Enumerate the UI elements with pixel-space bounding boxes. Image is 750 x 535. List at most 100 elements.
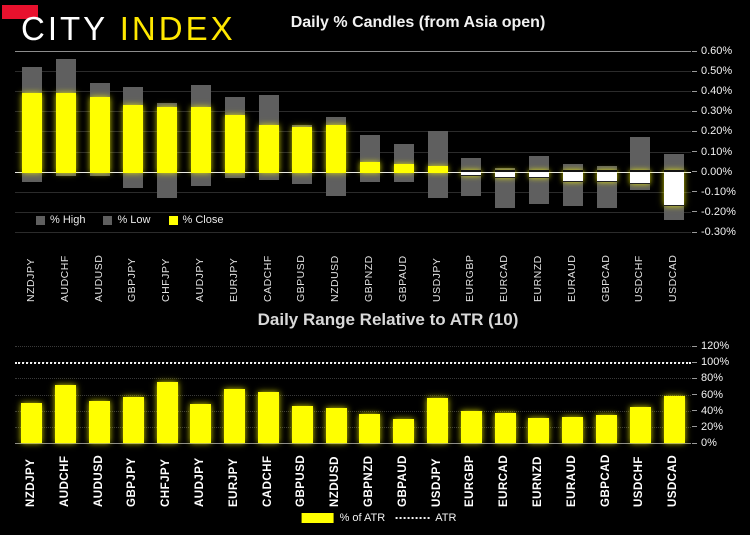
legend-atr-label: ATR <box>435 512 457 524</box>
gridline <box>15 232 691 233</box>
candle-range-bar <box>461 157 482 196</box>
x-category-label: USDJPY <box>430 257 443 302</box>
x-category-label: NZDJPY <box>24 258 37 302</box>
atr-bar <box>427 397 448 443</box>
gridline <box>15 410 691 412</box>
y-tick-label: 0.60% <box>692 45 732 57</box>
x-category-label: USDCAD <box>667 254 680 302</box>
gridline <box>15 191 691 193</box>
tick-mark <box>692 171 697 173</box>
atr-bar <box>89 400 110 443</box>
x-category-label: CADCHF <box>261 455 274 507</box>
candle-close-bar <box>664 169 685 206</box>
candle-plot <box>15 51 691 233</box>
x-category-label: AUDUSD <box>92 454 105 507</box>
tick-mark <box>692 191 697 193</box>
candle-range-bar <box>528 155 549 204</box>
x-category-label: USDCHF <box>633 255 646 302</box>
x-category-label: EURJPY <box>227 257 240 302</box>
atr-bar <box>393 418 415 443</box>
x-category-label: AUDJPY <box>193 457 206 507</box>
tick-mark <box>692 70 697 72</box>
y-tick-label: 0.00% <box>692 166 732 178</box>
tick-mark <box>692 151 697 153</box>
x-category-label: EURCAD <box>498 254 511 302</box>
x-category-label: CADCHF <box>261 255 274 302</box>
atr-chart-title: Daily Range Relative to ATR (10) <box>257 310 519 329</box>
y-tick-label: 0.30% <box>692 105 732 117</box>
legend-item-close: % Close <box>168 214 223 226</box>
tick-mark <box>692 211 697 213</box>
x-category-label: EURJPY <box>227 457 240 507</box>
atr-bar <box>494 413 516 443</box>
y-tick-label: 100% <box>692 356 729 368</box>
legend-item-pct-atr: % of ATR <box>301 512 385 524</box>
atr-bar <box>663 396 685 443</box>
x-category-label: EURAUD <box>565 454 578 507</box>
legend-item-low: % Low <box>103 214 151 226</box>
atr-bar <box>562 417 584 443</box>
candle-close-bar <box>123 105 144 173</box>
low-swatch-icon <box>103 215 113 225</box>
x-category-label: EURNZD <box>531 456 544 507</box>
gridline <box>15 394 691 396</box>
atr-bar <box>190 404 212 443</box>
tick-mark <box>692 361 697 363</box>
candle-close-bar <box>596 169 617 182</box>
candle-legend: % High % Low % Close <box>36 214 223 226</box>
legend-item-atr: ATR <box>395 512 456 524</box>
x-category-label: GBPUSD <box>295 254 308 302</box>
x-category-label: AUDUSD <box>92 254 105 302</box>
candle-close-bar <box>427 165 448 173</box>
y-tick-label: 0.20% <box>692 125 732 137</box>
y-tick-label: 20% <box>692 421 723 433</box>
candle-close-bar <box>393 163 414 173</box>
app-logo: CITY INDEX <box>21 10 236 48</box>
x-category-label: AUDCHF <box>58 255 71 302</box>
tick-mark <box>692 231 697 233</box>
logo-accent-red <box>2 5 38 19</box>
x-category-label: AUDCHF <box>58 455 71 507</box>
x-category-label: GBPCAD <box>599 454 612 507</box>
atr-bar <box>122 396 144 443</box>
x-category-label: NZDUSD <box>329 255 342 302</box>
candle-close-bar <box>461 169 482 176</box>
tick-mark <box>692 345 697 347</box>
legend-low-label: % Low <box>117 214 151 226</box>
candle-range-bar <box>427 131 448 198</box>
tick-mark <box>692 394 697 395</box>
x-category-label: CHFJPY <box>160 458 173 507</box>
close-swatch-icon <box>168 215 178 225</box>
y-tick-label: 120% <box>692 340 729 352</box>
x-category-label: GBPAUD <box>396 255 409 302</box>
x-category-label: EURNZD <box>531 255 544 302</box>
atr-bar <box>156 381 178 443</box>
y-tick-label: 0.50% <box>692 65 732 77</box>
gridline <box>15 443 691 444</box>
atr-dotted-line-icon <box>395 517 430 519</box>
gridline <box>15 151 691 153</box>
y-tick-label: -0.10% <box>692 186 736 198</box>
gridline <box>15 426 691 428</box>
y-tick-label: 0.10% <box>692 146 732 158</box>
atr-bar <box>291 405 313 443</box>
zero-gridline <box>15 171 691 173</box>
y-tick-label: 0.40% <box>692 85 732 97</box>
x-category-label: NZDUSD <box>329 456 342 507</box>
gridline <box>15 211 691 213</box>
atr-bar <box>224 388 246 443</box>
tick-mark <box>692 50 697 52</box>
x-category-label: GBPCAD <box>599 254 612 302</box>
candle-close-bar <box>224 115 245 173</box>
atr-bar <box>460 411 482 443</box>
candle-close-bar <box>630 169 651 184</box>
candle-close-bar <box>528 169 549 178</box>
x-category-label: AUDJPY <box>193 257 206 302</box>
atr-bar <box>596 414 617 443</box>
x-category-label: EURGBP <box>464 254 477 302</box>
y-tick-label: -0.30% <box>692 226 736 238</box>
candle-range-bar <box>359 135 380 182</box>
tick-mark <box>692 90 697 92</box>
gridline <box>15 131 691 133</box>
x-category-label: GBPAUD <box>396 455 409 507</box>
